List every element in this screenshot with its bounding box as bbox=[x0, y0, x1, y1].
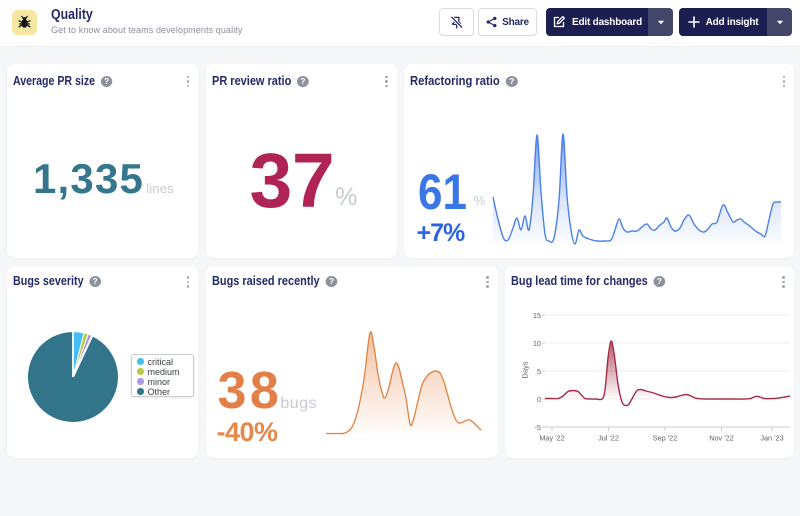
svg-text:-5: -5 bbox=[534, 423, 541, 432]
svg-text:10: 10 bbox=[532, 339, 540, 348]
svg-text:Jan '23: Jan '23 bbox=[760, 434, 783, 443]
svg-text:Jul '22: Jul '22 bbox=[598, 434, 619, 443]
svg-text:May '22: May '22 bbox=[539, 434, 564, 443]
svg-text:Days: Days bbox=[520, 361, 529, 379]
svg-text:Nov '22: Nov '22 bbox=[709, 434, 734, 443]
svg-text:5: 5 bbox=[536, 367, 540, 376]
svg-text:0: 0 bbox=[536, 395, 540, 404]
svg-text:15: 15 bbox=[532, 311, 540, 320]
svg-text:Sep '22: Sep '22 bbox=[652, 434, 677, 443]
